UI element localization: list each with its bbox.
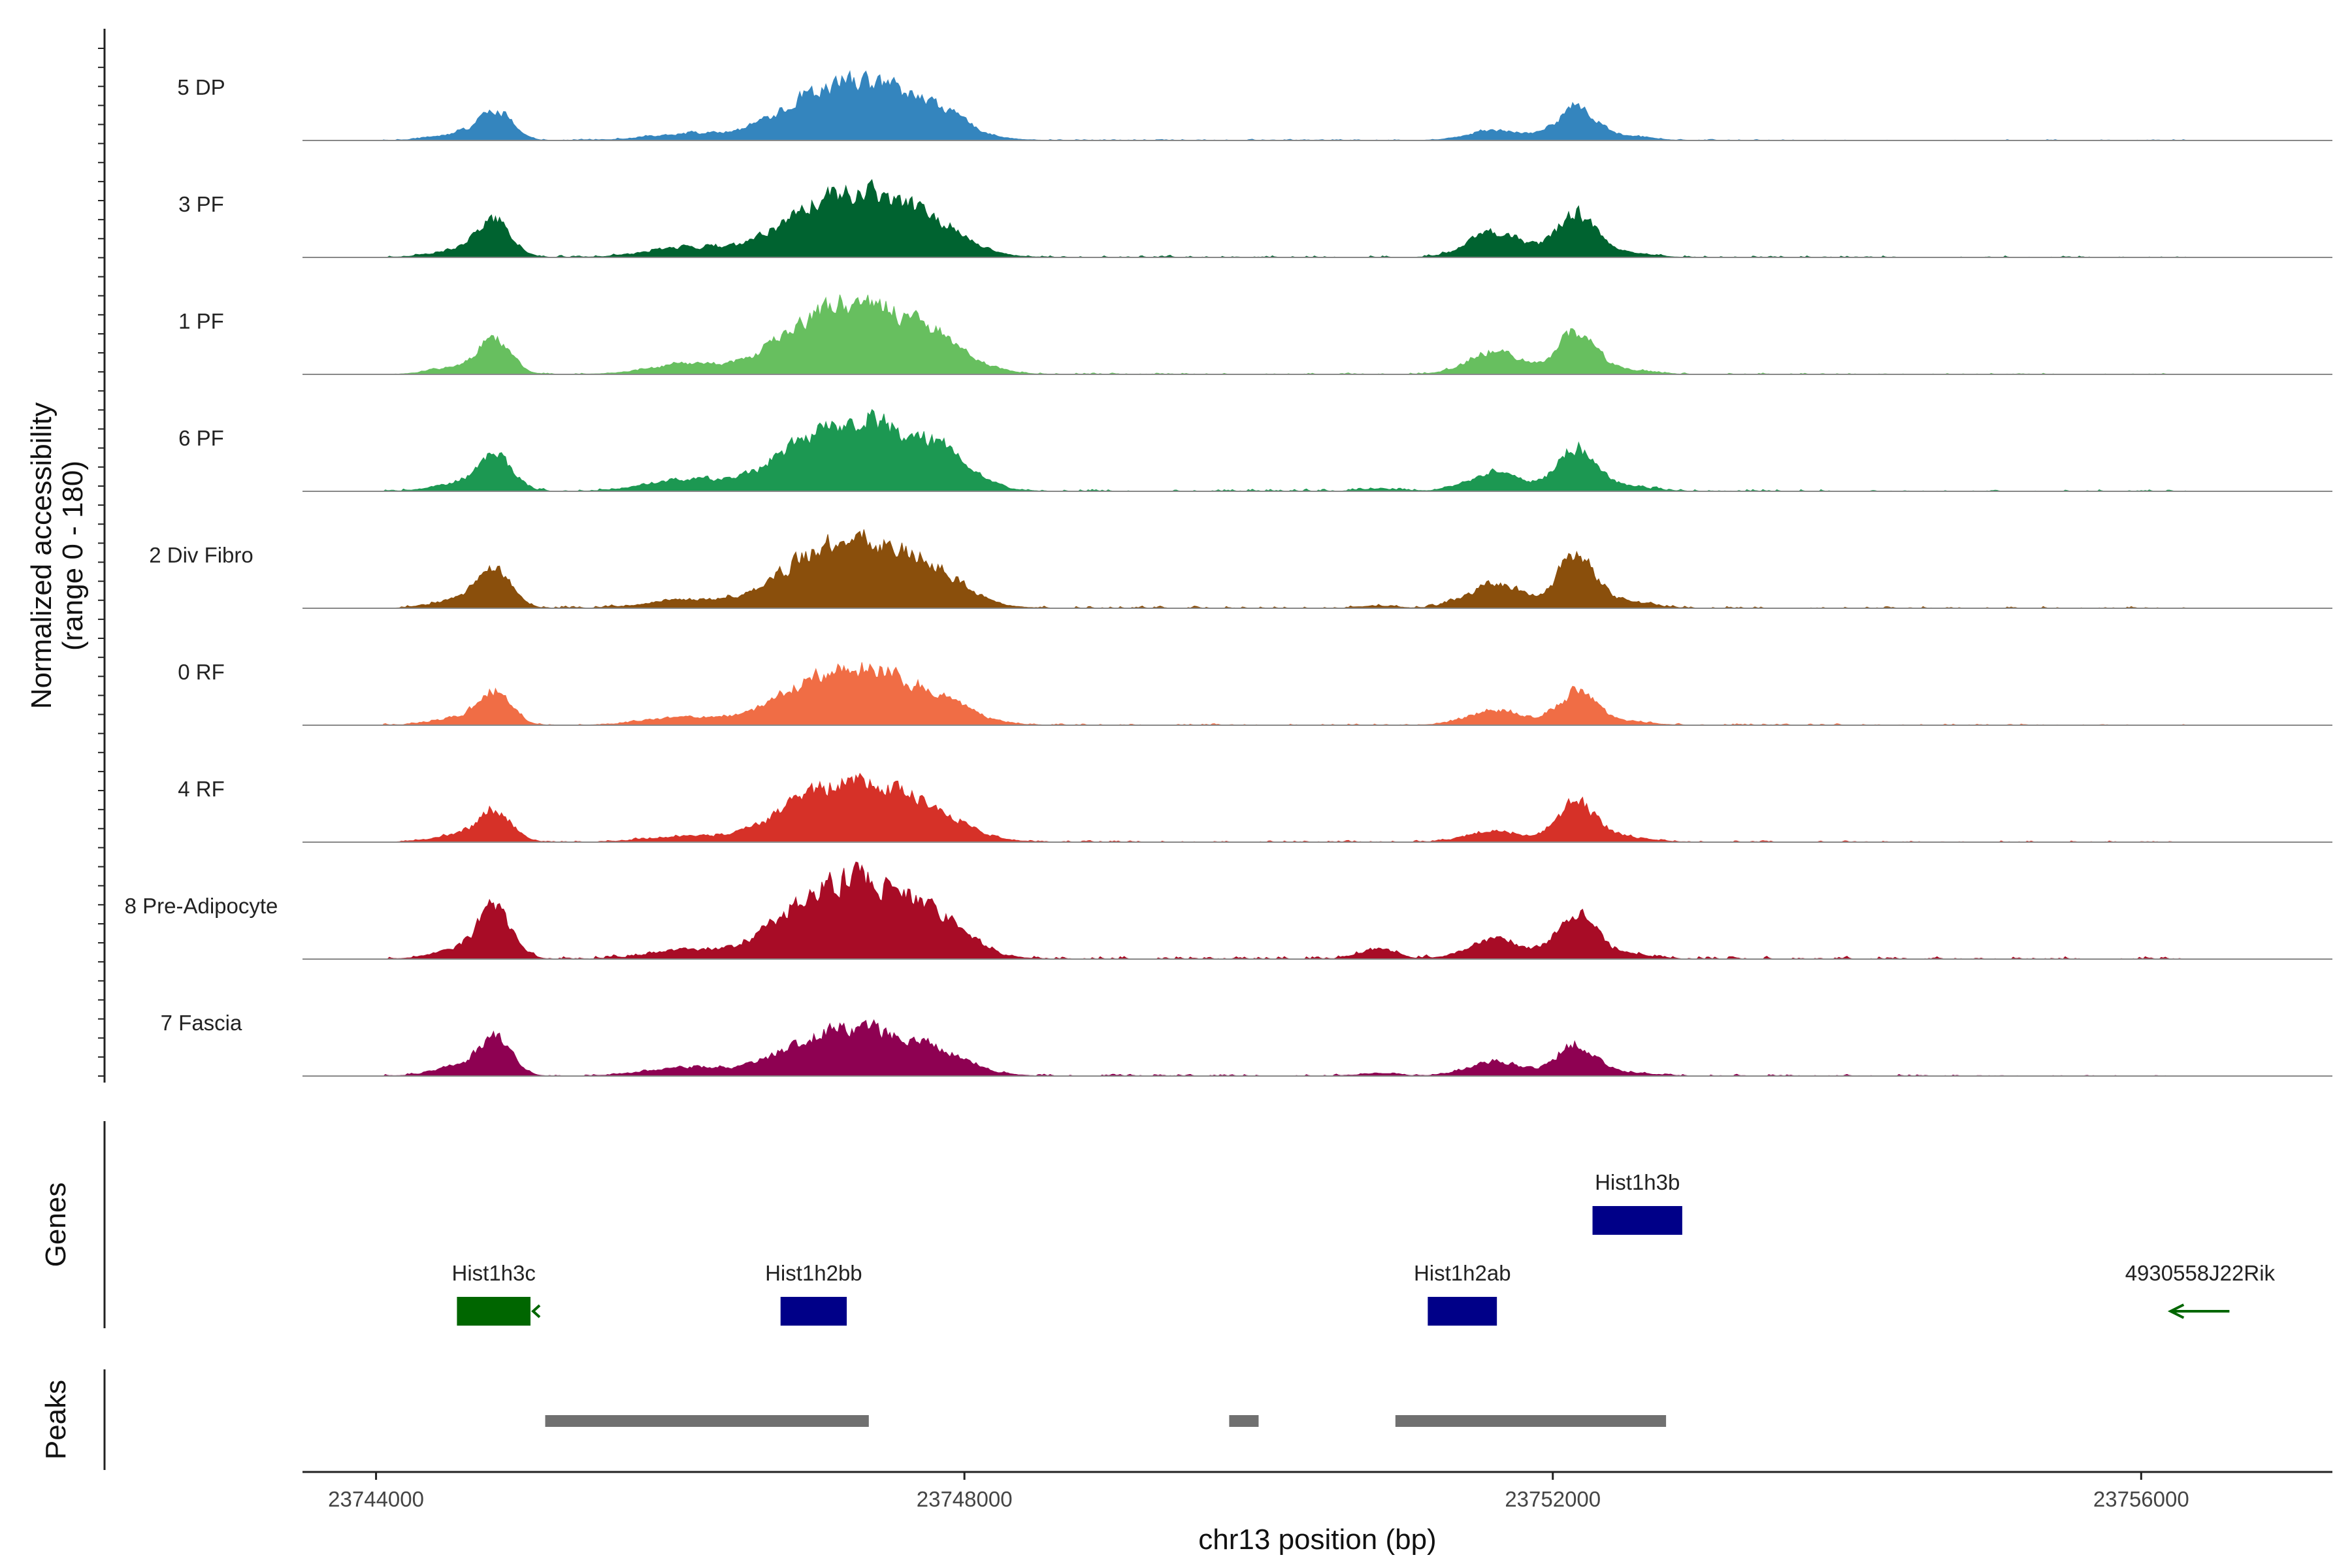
gene-strand-arrowhead	[2167, 1303, 2185, 1319]
coverage-area	[383, 294, 2186, 375]
coverage-area	[383, 662, 2186, 726]
track-label: 1 PF	[178, 309, 224, 333]
coverage-area	[383, 772, 2185, 843]
coverage-area	[383, 179, 2186, 258]
peaks-track: Peaks	[40, 1369, 1667, 1470]
gene-body	[1428, 1297, 1497, 1326]
track-label: 3 PF	[178, 192, 224, 216]
peak-region	[545, 1415, 869, 1427]
x-axis-title: chr13 position (bp)	[1198, 1524, 1436, 1556]
coverage-area	[383, 70, 2186, 141]
coverage-track: 5 DP	[177, 70, 2332, 141]
gene-label: Hist1h2ab	[1414, 1261, 1511, 1285]
gene-body	[457, 1297, 531, 1326]
gene-label: Hist1h3b	[1595, 1170, 1680, 1194]
track-label: 5 DP	[177, 75, 225, 99]
coverage-track: 7 Fascia	[161, 1011, 2332, 1077]
coverage-area	[383, 861, 2186, 960]
peak-region	[1229, 1415, 1259, 1427]
gene-body	[1592, 1206, 1682, 1235]
x-tick-label: 23756000	[2093, 1487, 2189, 1511]
x-tick-label: 23748000	[917, 1487, 1013, 1511]
coverage-tracks: 5 DP 3 PF 1 PF 6 PF 2 Div Fibro 0 RF 4 RF 8 Pre…	[125, 70, 2332, 1077]
y-axis-range-label: (range 0 - 180)	[57, 461, 89, 651]
coverage-track: 6 PF	[178, 409, 2332, 492]
coverage-track: 1 PF	[178, 294, 2332, 375]
gene-feature: Hist1h3b	[1592, 1170, 1682, 1235]
coverage-area	[383, 1019, 2185, 1077]
x-axis: 23744000 23748000 23752000 23756000 chr13 po…	[302, 1471, 2332, 1556]
coverage-area	[383, 529, 2186, 609]
coverage-track: 4 RF	[178, 772, 2332, 843]
gene-strand-arrowhead	[531, 1304, 541, 1318]
x-tick-label: 23752000	[1505, 1487, 1601, 1511]
track-label: 2 Div Fibro	[149, 543, 253, 567]
genes-track-label: Genes	[40, 1183, 72, 1267]
coverage-area	[383, 409, 2186, 492]
gene-label: Hist1h3c	[451, 1261, 535, 1285]
gene-feature: Hist1h3c	[451, 1261, 541, 1326]
gene-label: 4930558J22Rik	[2125, 1261, 2276, 1285]
gene-label: Hist1h2bb	[765, 1261, 862, 1285]
peak-region	[1395, 1415, 1667, 1427]
track-label: 7 Fascia	[161, 1011, 242, 1035]
gene-body	[780, 1297, 847, 1326]
coverage-track: 0 RF	[178, 660, 2332, 726]
track-label: 4 RF	[178, 777, 225, 801]
gene-feature: 4930558J22Rik	[2125, 1261, 2276, 1319]
gene-feature: Hist1h2ab	[1414, 1261, 1511, 1326]
x-tick-label: 23744000	[328, 1487, 424, 1511]
y-axis-title: Normalized accessibility	[25, 402, 57, 709]
track-label: 8 Pre-Adipocyte	[125, 894, 278, 918]
gene-feature: Hist1h2bb	[765, 1261, 862, 1326]
track-label: 6 PF	[178, 426, 224, 450]
coverage-track: 8 Pre-Adipocyte	[125, 861, 2332, 960]
peaks-track-label: Peaks	[40, 1380, 72, 1460]
coverage-track: 3 PF	[178, 179, 2332, 258]
coverage-track: 2 Div Fibro	[149, 529, 2332, 609]
y-axis: Normalized accessibility (range 0 - 180)	[25, 29, 106, 1083]
genes-track: Genes Hist1h3c Hist1h2bb Hist1h2ab Hist1h3b 4…	[40, 1121, 2276, 1328]
track-label: 0 RF	[178, 660, 225, 684]
